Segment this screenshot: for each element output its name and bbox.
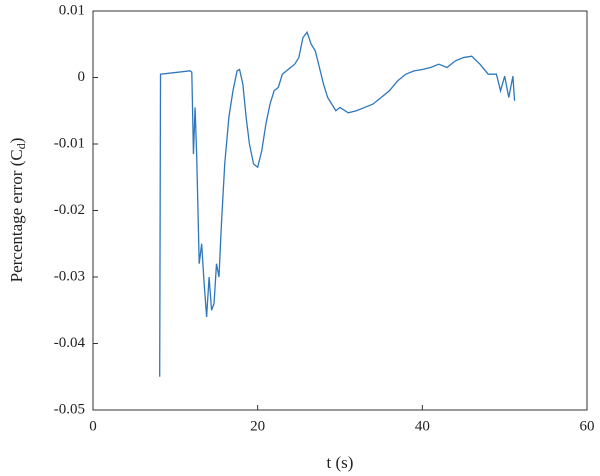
y-tick-label: -0.05 — [54, 401, 85, 417]
plot-frame — [92, 10, 588, 411]
data-line — [159, 30, 516, 377]
x-tick-label: 60 — [580, 418, 595, 434]
y-label-sub: d — [14, 143, 28, 149]
y-tick-label: -0.02 — [54, 202, 85, 218]
x-tick-label: 0 — [89, 418, 97, 434]
y-tick-label: -0.03 — [54, 268, 85, 284]
y-tick-label: 0.01 — [59, 2, 85, 18]
x-tick-label: 40 — [415, 418, 430, 434]
y-tick-label: 0 — [78, 69, 86, 85]
x-tick-label: 20 — [250, 418, 265, 434]
y-tick-label: -0.04 — [54, 335, 86, 351]
y-axis-label: Percentage error (Cd) — [7, 138, 28, 283]
y-tick-label: -0.01 — [54, 135, 85, 151]
y-label-text: Percentage error (C — [7, 149, 26, 282]
x-axis-label: t (s) — [327, 453, 354, 472]
y-label-end: ) — [7, 138, 26, 144]
